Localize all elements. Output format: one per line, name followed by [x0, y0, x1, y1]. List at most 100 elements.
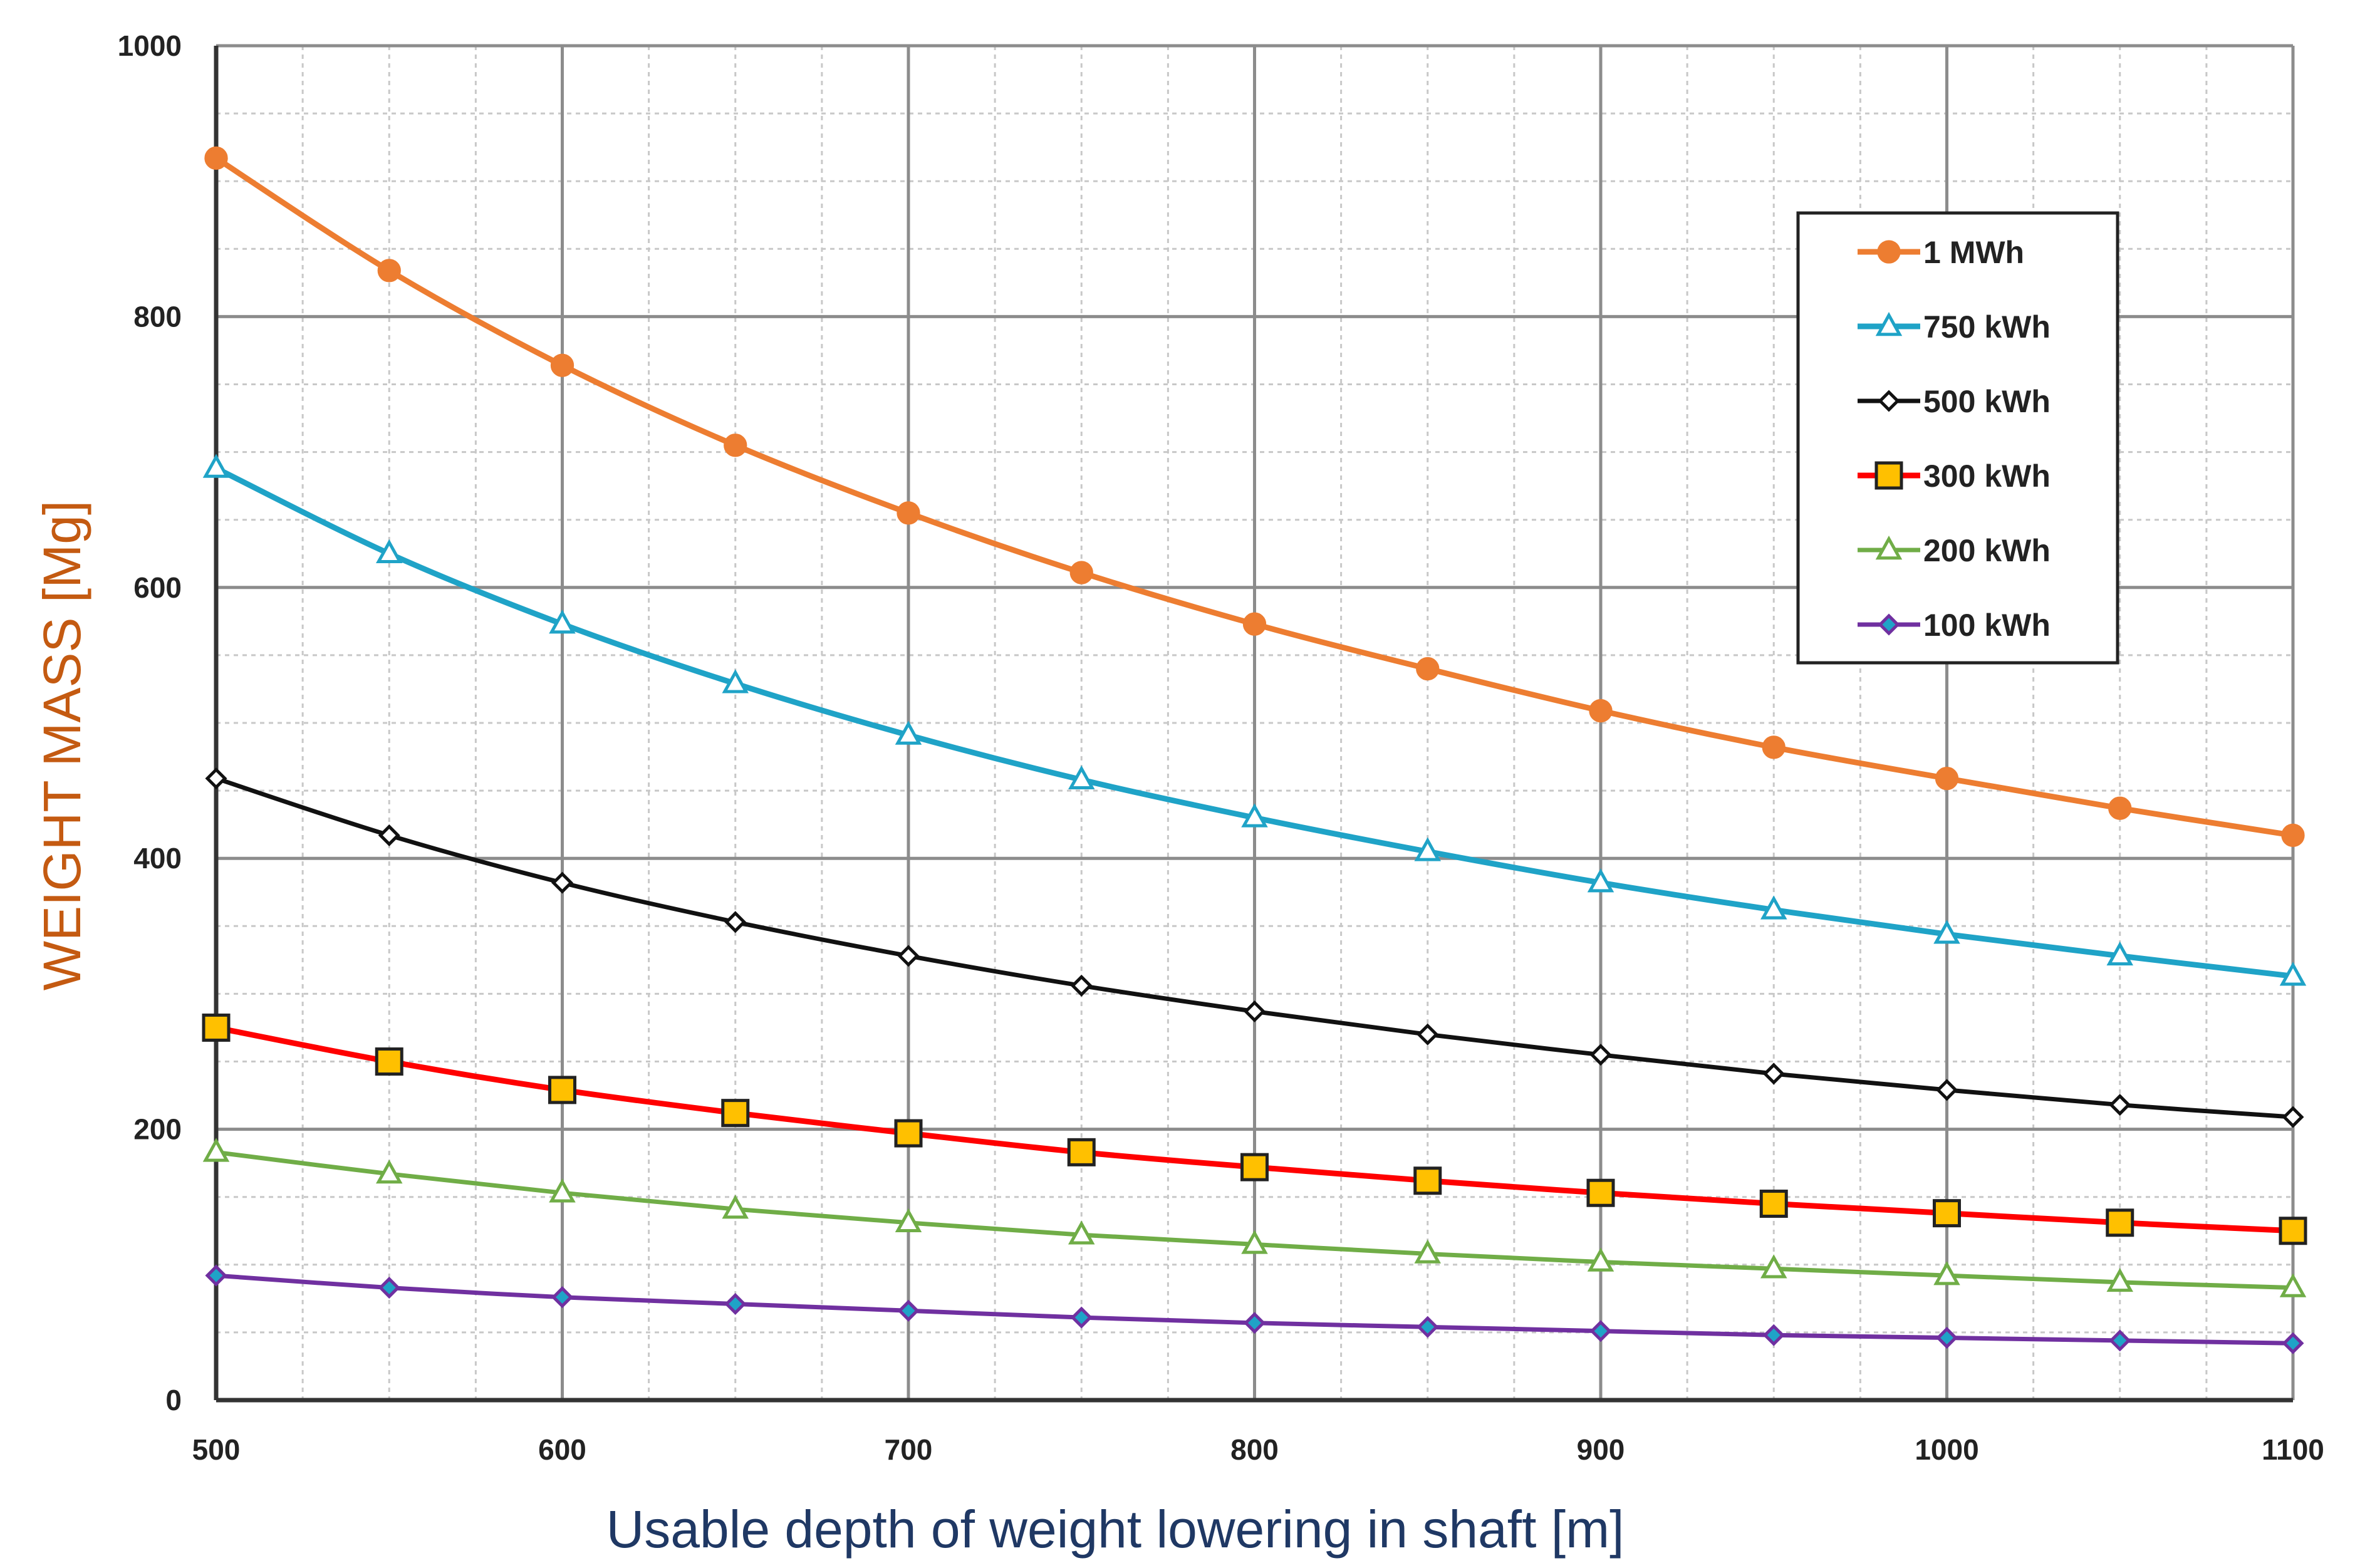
data-point-300-kwh — [721, 1099, 750, 1128]
x-tick-label: 900 — [1577, 1433, 1625, 1466]
data-point-300-kwh — [375, 1047, 403, 1076]
data-point-300-kwh — [1413, 1166, 1442, 1195]
data-point-200-kwh — [722, 1195, 749, 1219]
data-point-750-kwh — [722, 669, 749, 693]
data-point-200-kwh — [202, 1138, 230, 1162]
legend-swatch-marker-100-kwh — [1878, 613, 1900, 636]
data-point-750-kwh — [1241, 803, 1268, 828]
data-point-300-kwh — [1933, 1199, 1961, 1228]
y-tick-label: 1000 — [118, 29, 182, 62]
y-tick-label: 800 — [133, 300, 182, 333]
y-tick-label: 400 — [133, 842, 182, 875]
data-point-750-kwh — [1414, 837, 1441, 861]
data-point-1-mwh — [897, 501, 920, 525]
data-point-750-kwh — [1587, 868, 1614, 893]
data-point-500-kwh — [378, 824, 400, 846]
data-point-750-kwh — [1933, 920, 1960, 944]
data-point-100-kwh — [378, 1277, 400, 1299]
data-point-1-mwh — [1069, 561, 1093, 584]
data-point-500-kwh — [897, 945, 920, 967]
data-point-750-kwh — [202, 454, 230, 478]
data-point-750-kwh — [549, 610, 576, 634]
data-point-1-mwh — [724, 434, 747, 457]
data-point-200-kwh — [549, 1178, 576, 1203]
data-point-750-kwh — [1068, 765, 1095, 790]
data-point-1-mwh — [204, 146, 228, 170]
x-tick-label: 500 — [192, 1433, 241, 1466]
data-point-500-kwh — [1243, 1000, 1266, 1023]
series-markers — [202, 146, 2307, 1354]
x-tick-label: 700 — [885, 1433, 933, 1466]
data-point-200-kwh — [1760, 1254, 1787, 1279]
data-point-200-kwh — [376, 1159, 403, 1184]
data-point-1-mwh — [377, 259, 401, 283]
data-point-100-kwh — [1935, 1327, 1958, 1349]
data-point-300-kwh — [548, 1076, 576, 1104]
data-point-500-kwh — [551, 871, 574, 894]
data-point-300-kwh — [202, 1013, 231, 1042]
data-point-500-kwh — [1070, 974, 1093, 997]
data-point-1-mwh — [1416, 657, 1440, 681]
data-point-500-kwh — [1589, 1044, 1612, 1066]
data-point-100-kwh — [897, 1299, 920, 1322]
data-point-1-mwh — [1935, 766, 1959, 791]
legend-swatch-marker-300-kwh — [1874, 461, 1903, 490]
data-point-300-kwh — [1759, 1190, 1788, 1218]
legend-swatch-marker-1-mwh — [1877, 240, 1901, 264]
data-point-500-kwh — [205, 767, 227, 790]
legend-swatch-marker-750-kwh — [1875, 312, 1903, 336]
y-tick-label: 200 — [133, 1113, 182, 1146]
y-tick-label: 600 — [133, 571, 182, 604]
data-point-750-kwh — [1760, 895, 1787, 920]
legend-label-1-mwh: 1 MWh — [1923, 235, 2024, 270]
data-point-200-kwh — [2279, 1273, 2307, 1297]
data-point-1-mwh — [1589, 698, 1613, 723]
x-tick-label: 1100 — [2262, 1433, 2324, 1466]
x-axis-title: Usable depth of weight lowering in shaft… — [606, 1500, 1625, 1559]
x-tick-label: 1000 — [1915, 1433, 1978, 1466]
data-point-500-kwh — [724, 911, 747, 933]
data-point-300-kwh — [2106, 1208, 2134, 1237]
data-point-100-kwh — [205, 1264, 227, 1287]
data-point-200-kwh — [895, 1208, 922, 1233]
data-point-100-kwh — [551, 1286, 574, 1309]
data-point-100-kwh — [1589, 1320, 1612, 1342]
tick-labels: 500 600 700 800 900 1000 1100 0 200 400 600 800 1000 — [118, 29, 2324, 1466]
data-point-750-kwh — [2106, 941, 2133, 966]
data-point-500-kwh — [1417, 1023, 1439, 1046]
data-point-750-kwh — [895, 720, 922, 745]
data-point-1-mwh — [2108, 796, 2132, 820]
data-point-200-kwh — [2106, 1267, 2133, 1292]
data-point-100-kwh — [1070, 1306, 1093, 1329]
legend-label-200-kwh: 200 kWh — [1923, 533, 2051, 568]
axes — [214, 46, 2293, 1403]
data-point-500-kwh — [2109, 1094, 2131, 1116]
y-tick-label: 0 — [165, 1384, 182, 1416]
data-point-300-kwh — [1586, 1178, 1615, 1207]
x-tick-label: 600 — [538, 1433, 586, 1466]
legend-label-750-kwh: 750 kWh — [1923, 309, 2051, 345]
data-point-100-kwh — [1417, 1316, 1439, 1338]
legend-swatch-marker-200-kwh — [1875, 536, 1903, 560]
data-point-500-kwh — [1762, 1062, 1785, 1085]
legend-label-300-kwh: 300 kWh — [1923, 459, 2051, 494]
data-point-100-kwh — [1762, 1324, 1785, 1346]
data-point-300-kwh — [2279, 1217, 2307, 1245]
data-point-300-kwh — [894, 1119, 923, 1148]
data-point-200-kwh — [1414, 1239, 1441, 1264]
data-point-200-kwh — [1068, 1220, 1095, 1245]
legend-box — [1796, 211, 2119, 665]
data-point-750-kwh — [376, 539, 403, 563]
y-axis-title: WEIGHT MASS [Mg] — [33, 501, 91, 991]
legend-label-100-kwh: 100 kWh — [1923, 608, 2051, 643]
data-point-1-mwh — [550, 353, 574, 377]
data-point-1-mwh — [1242, 612, 1267, 636]
data-point-500-kwh — [1935, 1079, 1958, 1101]
data-point-1-mwh — [1762, 735, 1786, 759]
legend-label-500-kwh: 500 kWh — [1923, 384, 2051, 419]
data-point-100-kwh — [2109, 1329, 2131, 1352]
data-point-300-kwh — [1240, 1153, 1269, 1181]
data-point-300-kwh — [1067, 1138, 1096, 1166]
data-point-750-kwh — [2279, 962, 2307, 986]
